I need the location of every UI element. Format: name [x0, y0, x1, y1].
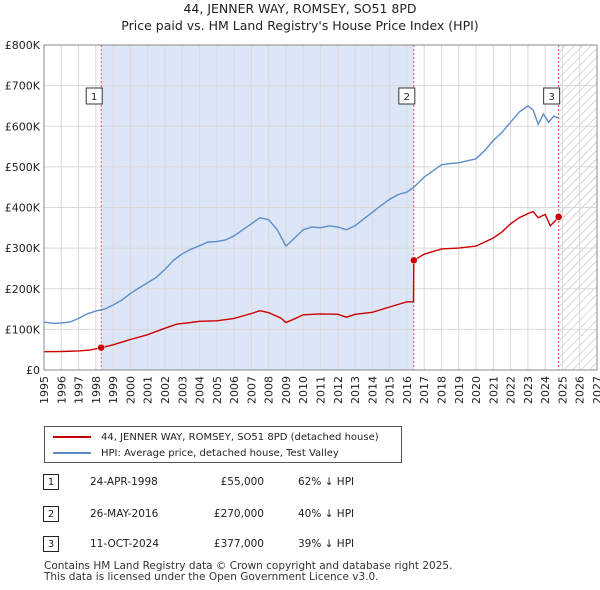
hpi-series-line	[44, 105, 559, 325]
sale-label-badge: 3	[543, 87, 561, 105]
y-tick-label: £500K	[5, 161, 41, 174]
x-tick-label: 2014	[366, 376, 379, 404]
sale-hpi-diff: 62% ↓ HPI	[298, 476, 355, 488]
chart-legend: 44, JENNER WAY, ROMSEY, SO51 8PD (detach…	[44, 426, 402, 463]
legend-item-hpi: HPI: Average price, detached house, Test…	[53, 445, 339, 461]
table-row: 3 11-OCT-2024 £377,000 39% ↓ HPI	[0, 536, 600, 554]
x-tick-label: 2013	[349, 376, 362, 404]
x-tick-label: 2027	[591, 376, 600, 404]
legend-swatch-hpi	[53, 452, 91, 454]
sale-number-badge: 3	[43, 536, 59, 552]
footer-notice: Contains HM Land Registry data © Crown c…	[44, 561, 452, 583]
y-tick-label: £200K	[5, 283, 41, 296]
x-tick-label: 1997	[73, 376, 86, 404]
sale-label-box	[543, 87, 561, 105]
legend-item-price: 44, JENNER WAY, ROMSEY, SO51 8PD (detach…	[53, 429, 379, 445]
sale-hpi-diff: 39% ↓ HPI	[298, 538, 355, 550]
sale-date: 24-APR-1998	[90, 476, 158, 488]
x-tick-label: 2006	[228, 376, 241, 404]
x-tick-label: 2008	[263, 376, 276, 404]
chart-title: 44, JENNER WAY, ROMSEY, SO51 8PD	[183, 1, 417, 16]
x-tick-label: 1999	[107, 376, 120, 404]
sale-number-badge: 2	[43, 506, 59, 522]
x-tick-label: 2001	[142, 376, 155, 404]
sale-label-text: 1	[91, 92, 97, 103]
sale-price: £55,000	[220, 476, 264, 488]
sale-hpi-diff: 40% ↓ HPI	[298, 508, 355, 520]
x-tick-label: 2020	[470, 376, 483, 404]
chart-subtitle: Price paid vs. HM Land Registry's House …	[121, 18, 479, 33]
sale-label-badge: 1	[85, 87, 103, 105]
sale-label-text: 2	[404, 92, 410, 103]
x-tick-label: 1998	[90, 376, 103, 404]
legend-label-price: 44, JENNER WAY, ROMSEY, SO51 8PD (detach…	[101, 431, 379, 443]
sale-label-box	[85, 87, 103, 105]
legend-label-hpi: HPI: Average price, detached house, Test…	[101, 447, 339, 459]
x-tick-label: 2015	[384, 376, 397, 404]
sale-price: £270,000	[213, 508, 264, 520]
sale-point	[410, 256, 418, 265]
plot-border	[43, 44, 598, 371]
x-tick-label: 2024	[539, 376, 552, 404]
footer-licence: This data is licensed under the Open Gov…	[44, 571, 379, 583]
sale-number-badge: 1	[43, 474, 59, 490]
x-tick-label: 2017	[418, 376, 431, 404]
price-chart: 1 2 3 £0 £100K £200K £300K £400K £500K £600K £700K…	[5, 39, 600, 404]
x-tick-label: 2025	[556, 376, 569, 404]
sale-label-badge: 2	[398, 87, 416, 105]
x-tick-label: 2019	[453, 376, 466, 404]
x-tick-label: 2010	[297, 376, 310, 404]
sale-point	[554, 213, 563, 221]
x-tick-label: 2012	[332, 376, 345, 404]
x-tick-label: 2004	[194, 376, 207, 404]
footer-copyright: Contains HM Land Registry data © Crown c…	[44, 560, 453, 572]
x-tick-label: 2002	[159, 376, 172, 404]
x-tick-label: 2018	[435, 376, 448, 404]
x-tick-label: 2011	[315, 376, 328, 404]
sale-label-text: 3	[548, 92, 554, 103]
sale-date: 11-OCT-2024	[90, 538, 159, 550]
y-tick-label: £300K	[5, 242, 41, 255]
x-tick-label: 2016	[401, 376, 414, 404]
x-tick-label: 2021	[487, 376, 500, 404]
legend-swatch-price	[53, 436, 91, 438]
sale-label-box	[398, 87, 416, 105]
table-row: 2 26-MAY-2016 £270,000 40% ↓ HPI	[0, 506, 600, 524]
y-tick-label: £400K	[5, 202, 41, 215]
sale-price: £377,000	[213, 538, 264, 550]
x-tick-label: 2023	[522, 376, 535, 404]
y-tick-label: £600K	[5, 120, 41, 133]
table-row: 1 24-APR-1998 £55,000 62% ↓ HPI	[0, 474, 600, 492]
x-tick-label: 2003	[176, 376, 189, 404]
y-tick-label: £700K	[5, 80, 41, 93]
x-tick-label: 1995	[38, 376, 51, 404]
y-tick-label: £800K	[5, 39, 41, 52]
sale-point	[97, 343, 105, 352]
x-tick-label: 2009	[280, 376, 293, 404]
x-tick-label: 2026	[574, 376, 587, 404]
x-tick-label: 2007	[245, 376, 258, 404]
x-tick-label: 2000	[124, 376, 137, 404]
x-tick-label: 2022	[505, 376, 518, 404]
y-tick-label: £100K	[5, 323, 41, 336]
x-tick-label: 2005	[211, 376, 224, 404]
y-tick-label: £0	[26, 364, 40, 377]
x-tick-label: 1996	[55, 376, 68, 404]
sale-date: 26-MAY-2016	[90, 508, 159, 520]
price-series-line	[44, 210, 560, 353]
